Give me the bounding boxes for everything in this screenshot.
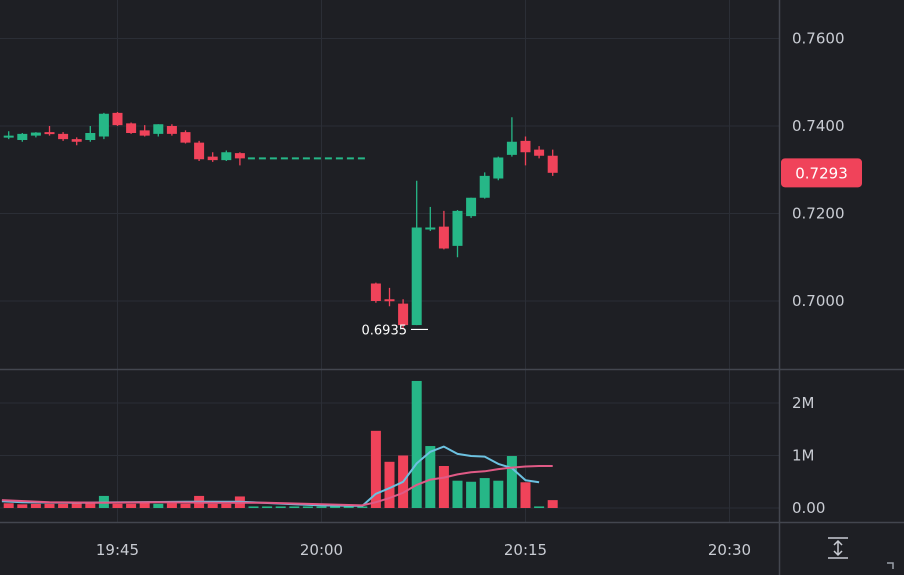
volume-bar[interactable]: [438, 466, 449, 508]
candle-body[interactable]: [126, 123, 137, 133]
volume-axis-tick-label: 1M: [792, 447, 815, 465]
volume-bar[interactable]: [248, 506, 259, 508]
volume-bar[interactable]: [180, 503, 191, 508]
candle-body[interactable]: [30, 132, 41, 136]
candle-body[interactable]: [493, 157, 504, 179]
volume-axis-tick-label: 0.00: [792, 499, 825, 517]
candle-body[interactable]: [506, 141, 517, 155]
volume-bar[interactable]: [370, 430, 381, 508]
volume-bar[interactable]: [316, 506, 327, 508]
auto-scale-icon[interactable]: [822, 534, 854, 562]
volume-bar[interactable]: [275, 506, 286, 508]
volume-bar[interactable]: [262, 506, 273, 508]
volume-bar[interactable]: [44, 503, 55, 508]
current-price-badge-bg: [781, 158, 862, 188]
candle-body[interactable]: [411, 227, 422, 326]
price-axis-tick-label: 0.7000: [792, 292, 845, 310]
resize-corner-icon[interactable]: [887, 562, 894, 569]
volume-pane[interactable]: [1, 380, 558, 508]
volume-bar[interactable]: [58, 503, 69, 508]
price-axis-tick-label: 0.7400: [792, 117, 845, 135]
candle-body[interactable]: [466, 197, 477, 217]
volume-bar[interactable]: [343, 506, 354, 508]
volume-bar[interactable]: [384, 461, 395, 508]
volume-bar[interactable]: [547, 500, 558, 508]
candle-body[interactable]: [17, 133, 28, 140]
candle-body[interactable]: [58, 133, 69, 140]
candle-body[interactable]: [425, 227, 436, 230]
candle-body[interactable]: [85, 133, 96, 140]
candle-body[interactable]: [98, 113, 109, 137]
candle-body[interactable]: [534, 149, 545, 156]
candle-body[interactable]: [547, 155, 558, 173]
time-axis-tick-label: 20:30: [708, 541, 751, 559]
time-axis-tick-label: 19:45: [96, 541, 139, 559]
price-pane[interactable]: [3, 112, 558, 330]
volume-bar[interactable]: [139, 501, 150, 508]
time-axis-tick-label: 20:15: [504, 541, 547, 559]
volume-bar[interactable]: [17, 504, 28, 508]
candle-body[interactable]: [370, 283, 381, 302]
volume-bar[interactable]: [411, 380, 422, 508]
volume-axis-tick-label: 2M: [792, 394, 815, 412]
volume-bar[interactable]: [520, 482, 531, 508]
price-axis-tick-label: 0.7200: [792, 205, 845, 223]
candle-body[interactable]: [221, 152, 232, 161]
volume-bar[interactable]: [112, 503, 123, 508]
candle-body[interactable]: [112, 112, 123, 126]
volume-bar[interactable]: [330, 506, 341, 508]
candle-body[interactable]: [384, 299, 395, 302]
candle-body[interactable]: [194, 142, 205, 160]
current-price-label: 0.7293: [795, 164, 848, 182]
candle-body[interactable]: [452, 210, 463, 246]
candle-body[interactable]: [139, 130, 150, 136]
candle-body[interactable]: [180, 132, 191, 143]
candle-body[interactable]: [479, 175, 490, 198]
volume-bar[interactable]: [221, 503, 232, 508]
volume-bar[interactable]: [207, 503, 218, 508]
candle-body[interactable]: [207, 156, 218, 161]
volume-bar[interactable]: [289, 506, 300, 508]
candle-body[interactable]: [44, 132, 55, 135]
volume-bar[interactable]: [302, 506, 313, 508]
candle-body[interactable]: [153, 124, 164, 134]
volume-bar[interactable]: [479, 478, 490, 508]
volume-bar[interactable]: [452, 480, 463, 508]
volume-bar[interactable]: [126, 503, 137, 508]
volume-bar[interactable]: [153, 503, 164, 508]
candle-body[interactable]: [166, 126, 177, 134]
price-axis-tick-label: 0.7600: [792, 30, 845, 48]
volume-moving-average-line: [1, 465, 553, 507]
volume-bar[interactable]: [85, 503, 96, 508]
volume-bar[interactable]: [506, 456, 517, 508]
low-price-annotation: 0.6935: [362, 323, 428, 338]
volume-bar[interactable]: [357, 506, 368, 508]
candle-body[interactable]: [398, 303, 409, 326]
volume-bar[interactable]: [534, 506, 545, 508]
volume-bar[interactable]: [425, 446, 436, 508]
current-price-badge: 0.7293: [781, 158, 862, 188]
volume-bar[interactable]: [3, 503, 14, 508]
volume-bar[interactable]: [166, 503, 177, 508]
volume-bar[interactable]: [466, 481, 477, 508]
time-axis-tick-label: 20:00: [300, 541, 343, 559]
candle-body[interactable]: [234, 153, 245, 159]
volume-bar[interactable]: [30, 503, 41, 508]
candle-body[interactable]: [71, 139, 82, 142]
candle-body[interactable]: [3, 135, 14, 138]
candle-body[interactable]: [520, 140, 531, 153]
volume-bar[interactable]: [71, 503, 82, 508]
candle-body[interactable]: [438, 226, 449, 249]
low-price-label: 0.6935: [362, 323, 408, 338]
volume-bar[interactable]: [493, 480, 504, 508]
